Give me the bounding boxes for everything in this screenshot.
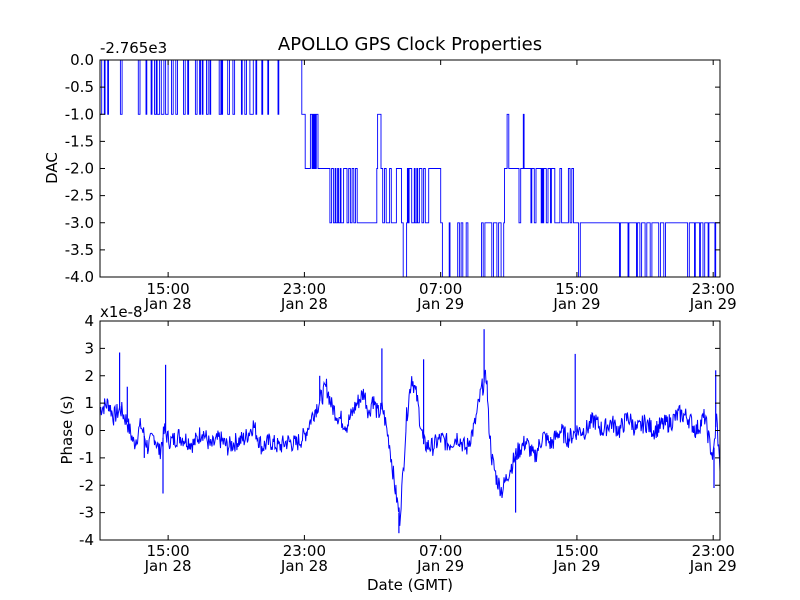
- y-tick-label: -1.5: [65, 132, 94, 150]
- dac-plot-frame: [99, 59, 721, 278]
- x-tick-date: Jan 28: [144, 557, 192, 575]
- dac-panel: -2.765e3 DAC 0.0 -0.5 -1.0 -1.5 -2.0 -2.5 -3.0…: [43, 39, 737, 313]
- phase-y-axis-label: Phase (s): [58, 395, 76, 464]
- x-tick-date: Jan 28: [144, 295, 192, 313]
- x-tick-date: Jan 28: [280, 295, 328, 313]
- x-tick-date: Jan 29: [552, 557, 600, 575]
- figure-title: APOLLO GPS Clock Properties: [278, 34, 542, 55]
- x-tick-date: Jan 29: [689, 557, 737, 575]
- y-tick-label: -2.5: [65, 187, 94, 205]
- x-tick-time: 07:00: [419, 280, 462, 298]
- dac-series: [100, 60, 720, 277]
- y-tick-label: 4: [84, 312, 94, 330]
- y-tick-label: -0.5: [65, 78, 94, 96]
- y-tick-label: -2: [79, 476, 94, 494]
- x-tick-time: 23:00: [692, 542, 735, 560]
- x-tick-time: 23:00: [692, 280, 735, 298]
- x-tick-date: Jan 29: [416, 295, 464, 313]
- x-tick-time: 23:00: [283, 542, 326, 560]
- x-tick-date: Jan 29: [416, 557, 464, 575]
- y-tick-label: -4: [79, 531, 94, 549]
- dac-offset-label: -2.765e3: [100, 39, 167, 57]
- y-tick-label: -3.0: [65, 214, 94, 232]
- phase-offset-label: x1e-8: [100, 303, 143, 321]
- y-tick-label: 1: [84, 394, 94, 412]
- x-tick-date: Jan 29: [689, 295, 737, 313]
- y-tick-label: -2.0: [65, 160, 94, 178]
- y-tick-label: -1.0: [65, 105, 94, 123]
- x-tick-time: 15:00: [147, 280, 190, 298]
- y-tick-label: -3.5: [65, 241, 94, 259]
- y-tick-label: 3: [84, 339, 94, 357]
- x-tick-time: 23:00: [283, 280, 326, 298]
- y-tick-label: -3: [79, 504, 94, 522]
- dac-line: [100, 60, 720, 277]
- dac-ticks: 0.0 -0.5 -1.0 -1.5 -2.0 -2.5 -3.0 -3.5 -4.0 15:00…: [65, 51, 737, 313]
- y-tick-label: 2: [84, 367, 94, 385]
- phase-line: [100, 369, 720, 526]
- y-tick-label: -4.0: [65, 268, 94, 286]
- x-tick-time: 15:00: [555, 280, 598, 298]
- y-tick-label: 0: [84, 422, 94, 440]
- x-tick-date: Jan 29: [552, 295, 600, 313]
- x-tick-date: Jan 28: [280, 557, 328, 575]
- phase-series: [100, 329, 720, 534]
- phase-plot-frame: [99, 320, 721, 541]
- y-tick-label: 0.0: [70, 51, 94, 69]
- x-axis-label: Date (GMT): [367, 576, 453, 594]
- x-tick-time: 15:00: [555, 542, 598, 560]
- x-tick-time: 07:00: [419, 542, 462, 560]
- dac-y-axis-label: DAC: [43, 152, 61, 184]
- y-tick-label: -1: [79, 449, 94, 467]
- x-tick-time: 15:00: [147, 542, 190, 560]
